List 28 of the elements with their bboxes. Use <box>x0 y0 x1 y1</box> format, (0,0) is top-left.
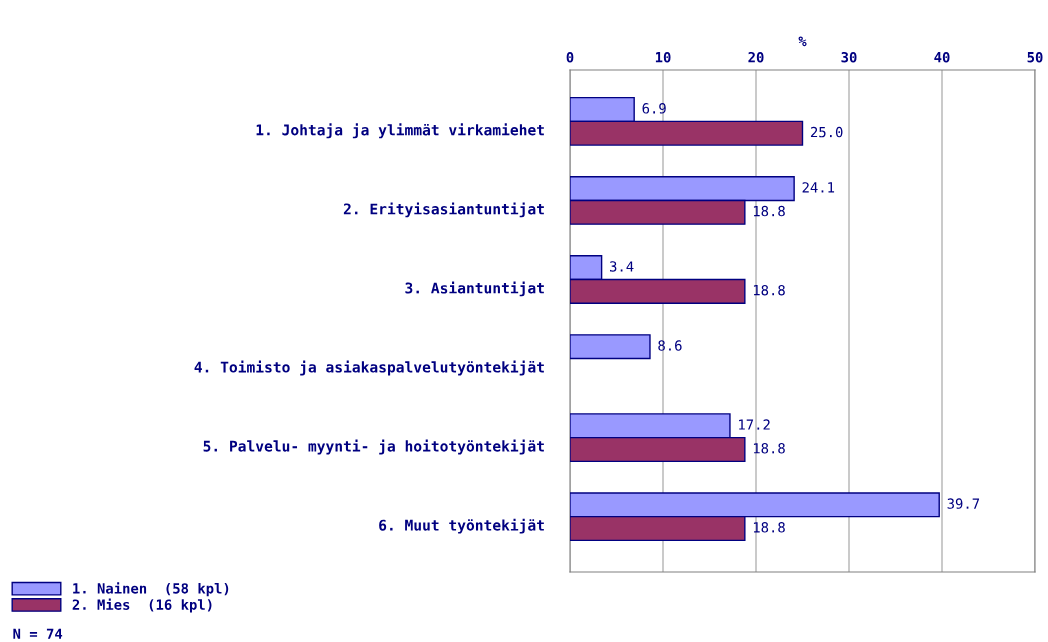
data-label: 18.8 <box>753 522 785 533</box>
data-label: 8.6 <box>658 340 682 351</box>
y-tick-label: 3. Asiantuntijat <box>405 281 544 297</box>
data-label: 3.4 <box>609 261 634 272</box>
data-label: 6.9 <box>642 103 666 114</box>
data-label: 39.7 <box>947 498 980 509</box>
data-label: 24.1 <box>802 182 835 193</box>
y-tick-label: 6. Muut työntekijät <box>379 518 544 534</box>
data-label: 18.8 <box>753 443 785 454</box>
x-tick-label: 10 <box>655 51 671 63</box>
x-tick-label: 20 <box>748 51 764 63</box>
legend-label: 2. Mies (16 kpl) <box>72 598 212 613</box>
y-tick-label: 5. Palvelu- myynti- ja hoitotyöntekijät <box>203 439 544 455</box>
x-tick-label: 50 <box>1027 51 1043 63</box>
x-tick-label: 0 <box>566 51 574 63</box>
x-tick-label: 40 <box>934 51 950 63</box>
x-tick-label: 30 <box>841 51 857 63</box>
data-label: 18.8 <box>753 284 785 296</box>
data-label: 17.2 <box>739 419 770 430</box>
data-label: 18.8 <box>753 205 785 217</box>
bar <box>570 334 651 360</box>
legend-label: 1. Nainen (58 kpl) <box>73 582 229 597</box>
y-tick-label: 4. Toimisto ja asiakaspalvelutyöntekijät <box>194 360 544 376</box>
text: N = 74 <box>13 628 63 639</box>
data-label: 25.0 <box>810 126 843 138</box>
y-tick-label: 2. Erityisasiantuntijat <box>343 202 544 218</box>
x-axis-title: % <box>798 36 807 47</box>
y-tick-label: 1. Johtaja ja ylimmät virkamiehet <box>256 123 544 139</box>
